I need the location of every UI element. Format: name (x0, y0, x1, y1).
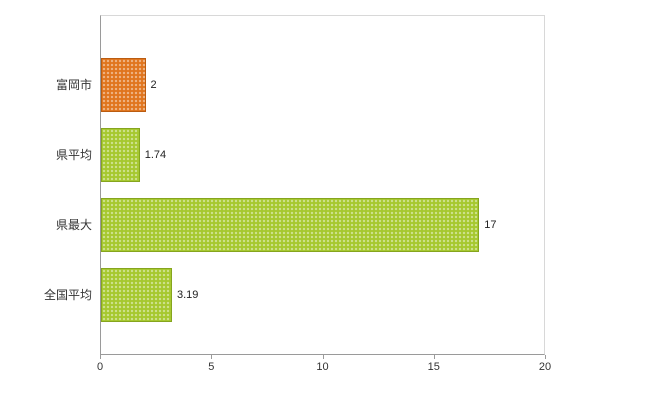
x-tick-label: 10 (316, 361, 329, 373)
bar (101, 58, 146, 112)
bar (101, 198, 480, 252)
category-label: 県最大 (55, 218, 92, 232)
x-tick-mark (322, 355, 324, 359)
value-label: 1.74 (144, 149, 167, 161)
x-tick-label: 20 (538, 361, 552, 373)
plot-area (100, 15, 545, 355)
x-tick-mark (433, 355, 435, 359)
category-label: 富岡市 (55, 78, 92, 92)
category-label: 県平均 (55, 148, 92, 162)
x-tick-label: 15 (427, 361, 440, 373)
x-tick-mark (211, 355, 213, 359)
x-tick-label: 0 (96, 361, 104, 373)
x-tick-mark (100, 355, 101, 359)
value-label: 2 (150, 79, 157, 91)
category-label: 全国平均 (43, 288, 92, 302)
x-tick-mark (545, 355, 546, 359)
value-label: 17 (484, 219, 497, 231)
x-tick-label: 5 (208, 361, 215, 373)
bar (101, 268, 172, 322)
value-label: 3.19 (176, 289, 199, 301)
bar (101, 128, 140, 182)
